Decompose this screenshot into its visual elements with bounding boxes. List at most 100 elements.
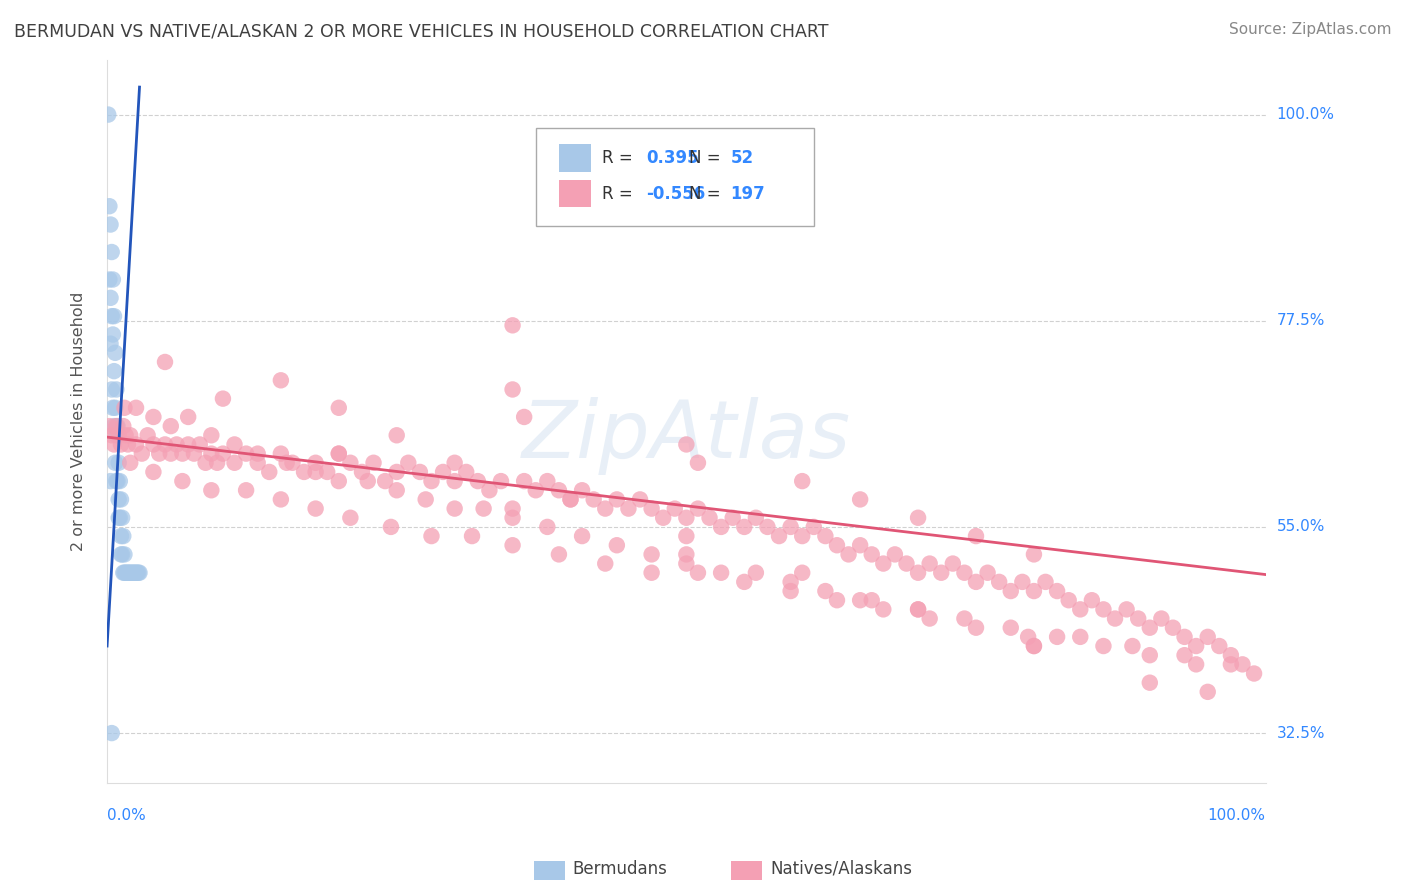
Point xyxy=(125,401,148,415)
Point xyxy=(907,602,929,616)
Point xyxy=(1092,602,1115,616)
Point xyxy=(103,437,125,451)
Point xyxy=(872,557,894,571)
Point xyxy=(108,510,131,524)
Point xyxy=(1173,630,1195,644)
Point xyxy=(246,456,269,470)
Text: BERMUDAN VS NATIVE/ALASKAN 2 OR MORE VEHICLES IN HOUSEHOLD CORRELATION CHART: BERMUDAN VS NATIVE/ALASKAN 2 OR MORE VEH… xyxy=(14,22,828,40)
Point xyxy=(1219,657,1241,672)
FancyBboxPatch shape xyxy=(560,145,592,172)
Point xyxy=(136,428,159,442)
Point xyxy=(159,419,181,434)
Point xyxy=(872,602,894,616)
Point xyxy=(100,218,122,232)
Point xyxy=(177,437,200,451)
Point xyxy=(107,510,129,524)
Point xyxy=(339,456,361,470)
Point xyxy=(339,510,361,524)
Point xyxy=(461,529,484,543)
Point xyxy=(1017,630,1039,644)
Point xyxy=(849,492,872,507)
Point xyxy=(212,392,235,406)
Point xyxy=(276,456,298,470)
Point xyxy=(172,474,194,488)
Point xyxy=(536,474,558,488)
Point xyxy=(153,437,176,451)
Point xyxy=(112,529,135,543)
Point xyxy=(104,346,127,360)
Point xyxy=(125,437,148,451)
Point xyxy=(1092,639,1115,653)
Point xyxy=(107,428,129,442)
Text: Bermudans: Bermudans xyxy=(572,860,666,878)
Point xyxy=(304,456,326,470)
Point xyxy=(117,566,139,580)
Point xyxy=(1022,548,1045,562)
FancyBboxPatch shape xyxy=(560,180,592,207)
Point xyxy=(1161,621,1184,635)
Point xyxy=(825,538,848,552)
Point xyxy=(281,456,304,470)
Point xyxy=(513,409,536,424)
Point xyxy=(350,465,373,479)
Point xyxy=(733,520,755,534)
Point xyxy=(792,474,814,488)
Point xyxy=(1035,574,1057,589)
Point xyxy=(1219,648,1241,663)
Point xyxy=(105,474,128,488)
Point xyxy=(121,566,143,580)
Point xyxy=(114,566,136,580)
Text: 0.395: 0.395 xyxy=(645,149,699,167)
Point xyxy=(443,456,465,470)
Point xyxy=(907,566,929,580)
Point xyxy=(1185,657,1208,672)
Point xyxy=(124,566,146,580)
Point xyxy=(172,447,194,461)
Point xyxy=(380,520,402,534)
Point xyxy=(1115,602,1137,616)
Text: 77.5%: 77.5% xyxy=(1277,313,1324,328)
Point xyxy=(100,428,122,442)
Point xyxy=(112,419,135,434)
Point xyxy=(235,483,257,498)
Point xyxy=(1197,630,1219,644)
Point xyxy=(896,557,918,571)
Point xyxy=(675,548,697,562)
Point xyxy=(101,272,124,286)
Point xyxy=(100,309,122,323)
Point xyxy=(640,566,662,580)
Text: 100.0%: 100.0% xyxy=(1277,107,1334,122)
Point xyxy=(675,557,697,571)
Point xyxy=(443,474,465,488)
Point xyxy=(721,510,744,524)
Point xyxy=(100,383,122,397)
Point xyxy=(779,520,801,534)
Point xyxy=(686,501,709,516)
Point xyxy=(582,492,605,507)
Point xyxy=(1243,666,1265,681)
Point xyxy=(122,566,145,580)
Point xyxy=(756,520,779,534)
Point xyxy=(292,465,315,479)
Point xyxy=(640,501,662,516)
Point xyxy=(104,401,127,415)
Point xyxy=(246,447,269,461)
Point xyxy=(153,355,176,369)
Point xyxy=(304,465,326,479)
Point xyxy=(548,548,571,562)
Point xyxy=(114,428,136,442)
Point xyxy=(177,409,200,424)
Point xyxy=(100,291,122,305)
Point xyxy=(98,199,121,213)
Point xyxy=(686,566,709,580)
Point xyxy=(942,557,965,571)
Point xyxy=(1139,648,1161,663)
Point xyxy=(478,483,501,498)
Point xyxy=(502,510,524,524)
Point xyxy=(194,456,217,470)
Point xyxy=(1022,639,1045,653)
Point xyxy=(118,566,141,580)
Point xyxy=(409,465,432,479)
Point xyxy=(965,529,987,543)
Point xyxy=(110,548,132,562)
